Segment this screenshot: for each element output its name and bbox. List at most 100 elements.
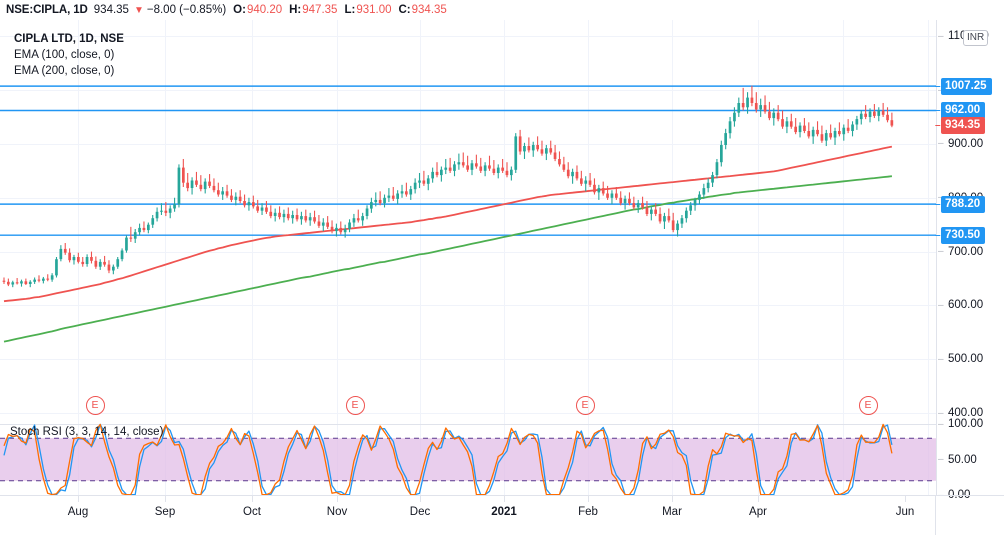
candle <box>426 175 430 191</box>
level-price-tag[interactable]: –1007.25 <box>935 77 992 95</box>
candle <box>33 277 36 284</box>
candle <box>252 195 255 209</box>
candle <box>803 118 806 134</box>
candle <box>479 157 483 173</box>
earnings-marker[interactable]: E <box>858 395 878 415</box>
candle <box>650 206 653 221</box>
candle <box>151 214 155 228</box>
close-label: C: <box>398 4 411 16</box>
candle <box>195 171 198 187</box>
candle <box>838 122 841 137</box>
candle <box>378 191 382 206</box>
stoch-rsi-pane[interactable]: Stoch RSI (3, 3, 14, 14, close) <box>0 423 936 496</box>
candle <box>759 98 762 117</box>
candle <box>488 155 491 171</box>
candle <box>50 273 54 282</box>
level-price-tag[interactable]: –962.00 <box>935 101 986 119</box>
earnings-marker[interactable]: E <box>345 395 365 415</box>
candle <box>667 208 671 223</box>
level-price-tag[interactable]: –730.50 <box>935 226 986 244</box>
candle <box>715 158 719 179</box>
time-axis[interactable]: Aug Sep Oct Nov Dec 2021 Feb Mar Apr Jun <box>0 495 1004 535</box>
price-scale[interactable]: –1100.00–1000.00–900.00–800.00–700.00–60… <box>935 20 1004 501</box>
gridline-vertical <box>928 20 929 424</box>
stoch-rsi-legend[interactable]: Stoch RSI (3, 3, 14, 14, close) <box>10 426 164 438</box>
pane-separator <box>0 424 936 425</box>
candle <box>772 108 776 126</box>
candle <box>798 122 802 138</box>
last-price-tag[interactable]: –934.35 <box>935 116 986 134</box>
candle <box>391 186 395 201</box>
candle <box>444 158 448 175</box>
candle <box>890 112 894 128</box>
candle <box>90 251 93 264</box>
last-price: 934.35 <box>93 4 129 16</box>
candle <box>549 140 553 155</box>
candle <box>470 160 474 176</box>
instrument-title[interactable]: CIPLA LTD, 1D, NSE <box>14 33 124 45</box>
gridline-horizontal <box>0 305 936 307</box>
time-tick <box>758 496 759 502</box>
stoch-rsi-plot <box>0 423 936 496</box>
candle <box>746 92 749 114</box>
candle <box>300 211 303 225</box>
stoch-tick: –50.00 <box>938 453 977 466</box>
candle <box>501 158 504 173</box>
candle <box>256 199 259 213</box>
candle <box>619 191 623 206</box>
candle <box>177 164 181 208</box>
time-tick <box>672 496 673 502</box>
candle <box>2 277 6 284</box>
earnings-marker[interactable]: E <box>575 395 595 415</box>
candle <box>7 278 10 287</box>
time-tick <box>78 496 79 502</box>
gridline-horizontal <box>0 251 936 253</box>
candle <box>265 200 268 214</box>
candle <box>77 252 80 264</box>
candle <box>553 144 557 162</box>
candle <box>641 196 644 210</box>
candle <box>628 192 631 206</box>
candle <box>85 254 89 267</box>
candle <box>168 205 172 219</box>
candle <box>636 199 640 213</box>
candle <box>147 222 150 234</box>
candle <box>387 188 391 203</box>
symbol-label[interactable]: NSE:CIPLA, 1D <box>6 4 88 16</box>
candle <box>116 257 120 269</box>
candle <box>431 167 434 183</box>
candle <box>98 259 102 270</box>
candle <box>750 85 754 107</box>
gridline-vertical <box>78 20 79 424</box>
candle <box>733 107 736 127</box>
candle <box>142 221 146 233</box>
candle <box>663 212 666 230</box>
candle <box>492 160 496 176</box>
candle <box>789 113 793 129</box>
gridline-vertical <box>758 20 759 424</box>
time-tick <box>337 496 338 502</box>
currency-badge[interactable]: INR <box>963 30 989 46</box>
candle <box>190 177 194 195</box>
candle <box>203 178 207 194</box>
candle <box>107 260 111 274</box>
candle <box>851 121 854 137</box>
earnings-marker[interactable]: E <box>85 395 105 415</box>
candle <box>59 245 63 262</box>
candle <box>505 162 509 178</box>
level-price-tag[interactable]: –788.20 <box>935 195 986 213</box>
candle <box>129 226 133 242</box>
time-axis-label: Apr <box>749 506 767 518</box>
candle <box>164 202 168 217</box>
price-pane[interactable]: CIPLA LTD, 1D, NSE EMA (100, close, 0) E… <box>0 20 936 424</box>
ema100-legend[interactable]: EMA (100, close, 0) <box>14 49 115 61</box>
candle <box>531 141 535 157</box>
ema-line-200 <box>3 175 893 343</box>
candle <box>365 205 369 220</box>
candle <box>15 278 19 285</box>
chart-frame: CIPLA LTD, 1D, NSE EMA (100, close, 0) E… <box>0 20 1004 535</box>
candle <box>243 194 246 208</box>
candle <box>597 184 601 200</box>
candle <box>326 216 329 230</box>
ema200-legend[interactable]: EMA (200, close, 0) <box>14 65 115 77</box>
